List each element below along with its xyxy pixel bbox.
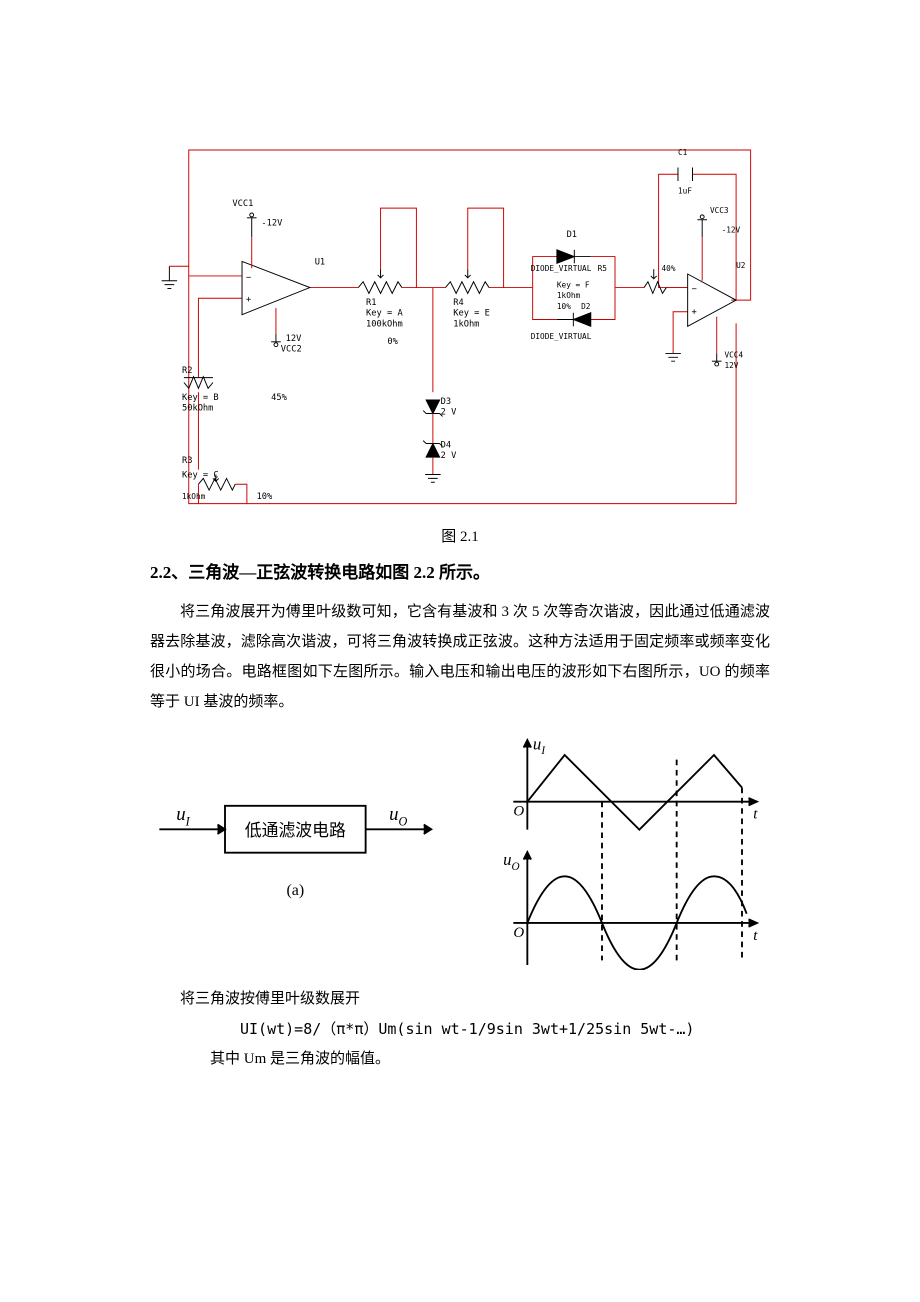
label-vcc4-v: 12V — [724, 361, 738, 370]
label-u2: U2 — [736, 261, 745, 270]
label-r5-pct: 10% — [557, 302, 571, 311]
label-r3-pct: 10% — [257, 492, 273, 502]
label-vcc1: VCC1 — [232, 199, 253, 209]
label-r3: R3 — [182, 456, 192, 466]
label-d1: D1 — [567, 230, 577, 240]
wave-o1: O — [513, 804, 524, 820]
label-r3-key: Key = C — [182, 470, 219, 480]
label-r1-key: Key = A — [366, 309, 403, 319]
svg-text:−: − — [692, 284, 697, 294]
label-vcc2: VCC2 — [281, 345, 302, 355]
label-r2: R2 — [182, 366, 192, 376]
label-vcc2-v: 12V — [286, 334, 302, 344]
label-d4: D4 — [441, 440, 451, 450]
label-c1-v: 1uF — [678, 187, 692, 196]
label-d1-t: DIODE_VIRTUAL — [531, 264, 592, 273]
svg-text:+: + — [692, 308, 697, 318]
label-r6-pct: 40% — [662, 264, 676, 273]
svg-text:−: − — [246, 273, 251, 283]
label-r1-pct: 0% — [387, 337, 398, 347]
label-r1: R1 — [366, 298, 376, 308]
label-d2-t: DIODE_VIRTUAL — [531, 332, 592, 341]
label-r5: R5 — [598, 264, 608, 273]
label-u1: U1 — [315, 257, 325, 267]
figure-2-1-caption: 图 2.1 — [150, 525, 770, 546]
fourier-intro: 将三角波按傅里叶级数展开 — [150, 984, 770, 1014]
label-r4-val: 1kOhm — [453, 319, 479, 329]
block-u-in: uI — [176, 804, 190, 829]
section-2-2-paragraph: 将三角波展开为傅里叶级数可知，它含有基波和 3 次 5 次等奇次谐波，因此通过低… — [150, 597, 770, 717]
block-diagram-svg: uI 低通滤波电路 uO (a) — [150, 773, 450, 923]
wave-ui-label: uI — [533, 734, 546, 757]
label-r2-key: Key = B — [182, 393, 219, 403]
wave-t1: t — [753, 806, 758, 822]
label-r5-val: 1kOhm — [557, 291, 581, 300]
label-vcc1-v: -12V — [261, 219, 282, 229]
circuit-schematic-svg: VCC1 -12V U1 − + VCC2 12V R1 Key = A 100… — [150, 100, 770, 510]
label-d4-v: 2 V — [441, 451, 457, 461]
section-2-2-heading: 2.2、三角波—正弦波转换电路如图 2.2 所示。 — [150, 558, 770, 583]
label-r4-key: Key = E — [453, 309, 490, 319]
label-vcc3-v: -12V — [722, 225, 741, 234]
label-d3: D3 — [441, 397, 451, 407]
svg-text:+: + — [246, 295, 251, 305]
wave-t2: t — [753, 928, 758, 944]
label-r5-key: Key = F — [557, 281, 590, 290]
wave-o2: O — [513, 925, 524, 941]
fourier-formula: UI(wt)=8/（π*π）Um(sin wt-1/9sin 3wt+1/25s… — [150, 1014, 770, 1044]
page-content: VCC1 -12V U1 − + VCC2 12V R1 Key = A 100… — [0, 0, 920, 1154]
label-vcc3: VCC3 — [710, 206, 729, 215]
fourier-note: 其中 Um 是三角波的幅值。 — [150, 1044, 770, 1074]
block-u-out: uO — [389, 804, 407, 829]
block-sub-label: (a) — [286, 882, 304, 899]
label-vcc4: VCC4 — [724, 350, 743, 359]
label-r2-val: 50kOhm — [182, 404, 213, 414]
circuit-figure-2-1: VCC1 -12V U1 − + VCC2 12V R1 Key = A 100… — [150, 100, 770, 515]
figure-2-2-row: uI 低通滤波电路 uO (a) — [150, 727, 770, 970]
label-d2: D2 — [581, 302, 590, 311]
waveform-svg: uI O t uO O t — [490, 727, 770, 970]
label-c1: C1 — [678, 148, 688, 157]
wave-uo-label: uO — [503, 850, 519, 873]
label-r2-pct: 45% — [271, 393, 287, 403]
label-d3-v: 2 V — [441, 407, 457, 417]
label-r1-val: 100kOhm — [366, 319, 403, 329]
label-r4: R4 — [453, 298, 463, 308]
block-box-label: 低通滤波电路 — [245, 821, 346, 840]
label-r3-val: 1kOhm — [182, 492, 206, 501]
